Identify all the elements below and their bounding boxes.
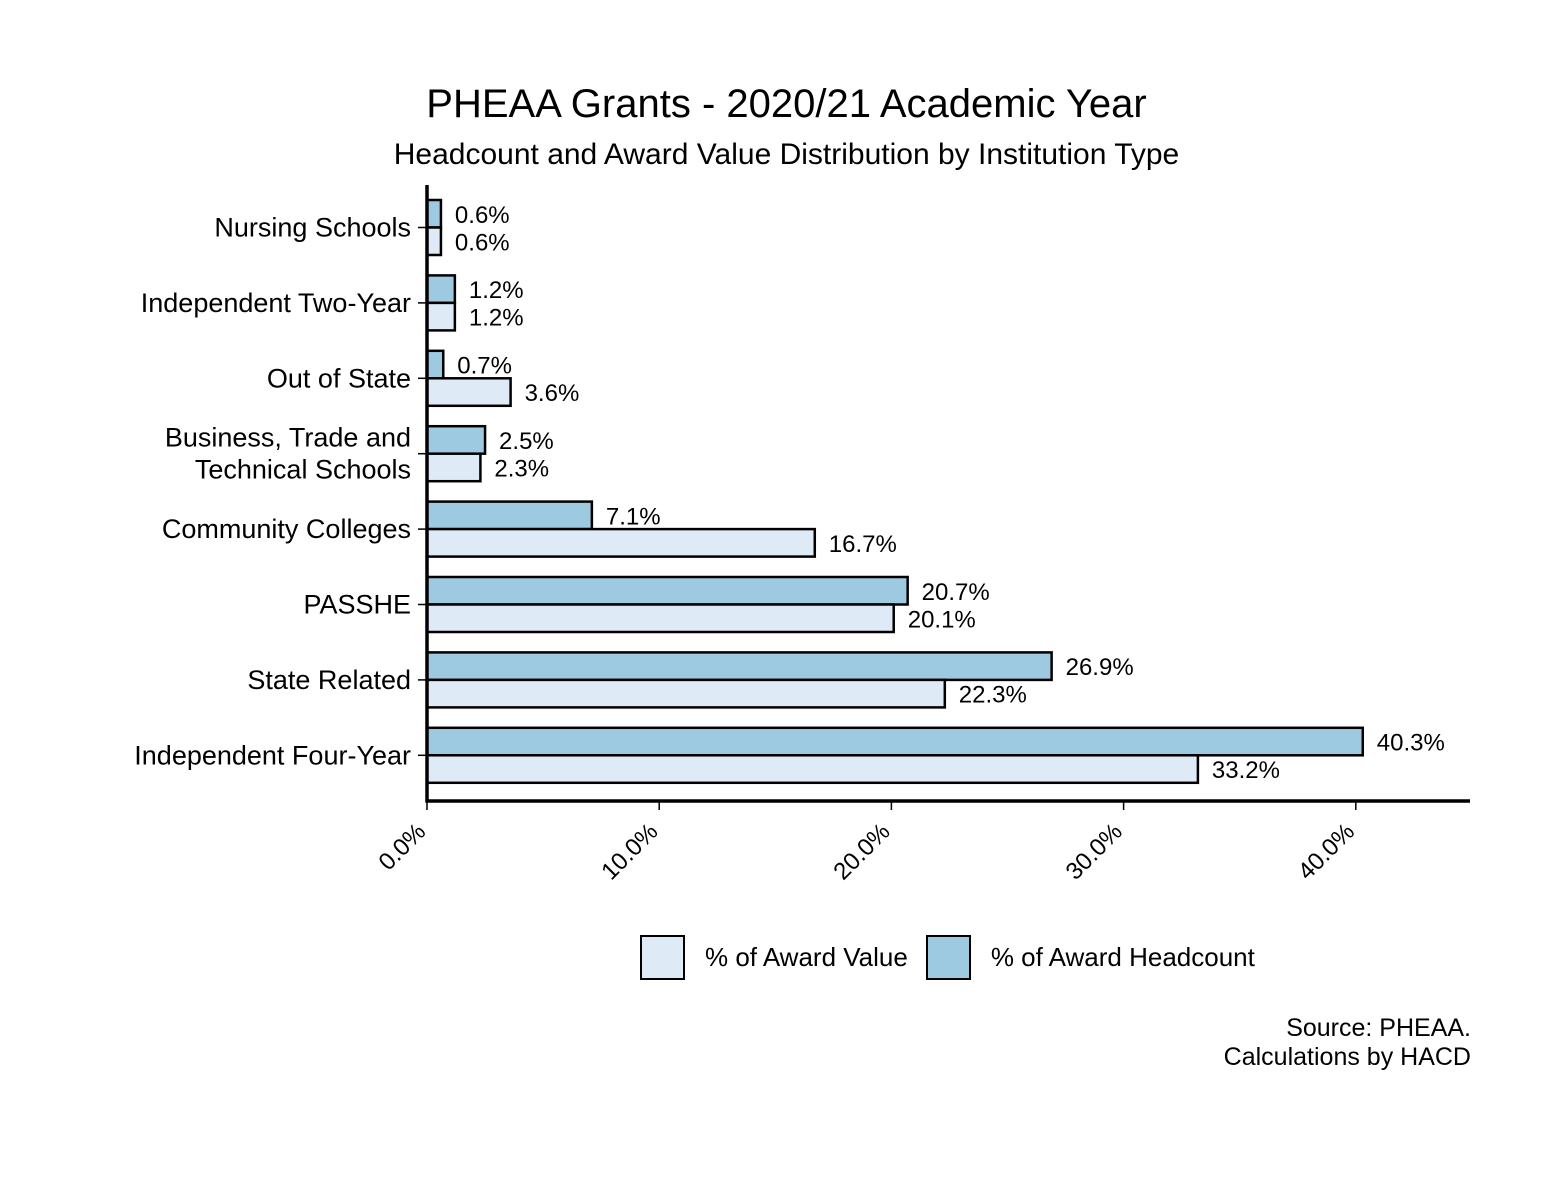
bar-headcount-out-of-state — [425, 349, 445, 380]
bar-value-passhe — [425, 603, 895, 634]
data-label-headcount-community-colleges: 7.1% — [606, 503, 661, 530]
legend-swatch-award-headcount — [925, 935, 971, 980]
bar-value-out-of-state — [425, 377, 512, 408]
source-line-1: Source: PHEAA. — [1286, 1014, 1471, 1042]
category-label-passhe: PASSHE — [303, 590, 411, 620]
bar-value-independent-four-year — [425, 754, 1200, 785]
bar-value-independent-two-year — [425, 301, 457, 332]
x-tick-label-20: 20.0% — [828, 818, 895, 885]
category-label-community-colleges: Community Colleges — [162, 514, 411, 544]
bar-value-business-trade-and-technical-schools — [425, 452, 482, 483]
bar-value-community-colleges — [425, 527, 817, 558]
bar-headcount-independent-two-year — [425, 274, 457, 305]
legend-label-award-headcount: % of Award Headcount — [990, 942, 1255, 972]
data-label-headcount-nursing-schools: 0.6% — [455, 202, 510, 229]
bar-headcount-state-related — [425, 651, 1053, 682]
legend-item-award-value: % of Award Value — [640, 935, 908, 980]
bar-value-state-related — [425, 678, 947, 709]
data-label-value-passhe: 20.1% — [908, 606, 976, 633]
category-label-business-trade-and-technical-schools-line-2: Technical Schools — [195, 455, 411, 485]
data-label-value-out-of-state: 3.6% — [525, 380, 580, 407]
data-label-value-community-colleges: 16.7% — [829, 531, 897, 558]
x-tick-label-40: 40.0% — [1293, 818, 1360, 885]
legend: % of Award Value % of Award Headcount — [640, 935, 1273, 980]
bar-headcount-independent-four-year — [425, 726, 1365, 757]
category-label-business-trade-and-technical-schools-line-1: Business, Trade and — [165, 423, 411, 453]
data-label-headcount-independent-two-year: 1.2% — [469, 277, 524, 304]
data-label-headcount-independent-four-year: 40.3% — [1377, 730, 1445, 757]
category-label-out-of-state: Out of State — [267, 363, 411, 393]
category-label-independent-four-year: Independent Four-Year — [134, 740, 411, 770]
data-label-value-nursing-schools: 0.6% — [455, 229, 510, 256]
data-label-value-state-related: 22.3% — [959, 682, 1027, 709]
chart-title: PHEAA Grants - 2020/21 Academic Year — [426, 82, 1147, 126]
data-label-value-independent-four-year: 33.2% — [1212, 757, 1280, 784]
category-label-independent-two-year: Independent Two-Year — [141, 288, 411, 318]
legend-label-award-value: % of Award Value — [705, 942, 908, 972]
x-tick-label-10: 10.0% — [596, 818, 663, 885]
source-note: Source: PHEAA. Calculations by HACD — [1224, 1014, 1471, 1072]
source-line-2: Calculations by HACD — [1223, 1043, 1471, 1071]
bar-headcount-nursing-schools — [425, 198, 443, 229]
chart-subtitle: Headcount and Award Value Distribution b… — [393, 138, 1180, 171]
data-label-headcount-business-trade-and-technical-schools: 2.5% — [499, 428, 554, 455]
bar-value-nursing-schools — [425, 226, 443, 257]
bar-headcount-passhe — [425, 575, 909, 606]
legend-swatch-award-value — [640, 935, 685, 980]
category-label-nursing-schools: Nursing Schools — [214, 213, 411, 243]
x-tick-label-30: 30.0% — [1061, 818, 1128, 885]
data-label-headcount-out-of-state: 0.7% — [457, 353, 512, 380]
data-label-headcount-state-related: 26.9% — [1066, 654, 1134, 681]
x-tick-label-0: 0.0% — [373, 818, 431, 876]
data-label-value-business-trade-and-technical-schools: 2.3% — [494, 455, 549, 482]
data-label-headcount-passhe: 20.7% — [922, 579, 990, 606]
bar-headcount-community-colleges — [425, 500, 594, 531]
data-label-value-independent-two-year: 1.2% — [469, 305, 524, 332]
bar-headcount-business-trade-and-technical-schools — [425, 424, 487, 455]
legend-item-award-headcount: % of Award Headcount — [925, 935, 1255, 980]
category-label-state-related: State Related — [247, 665, 411, 695]
